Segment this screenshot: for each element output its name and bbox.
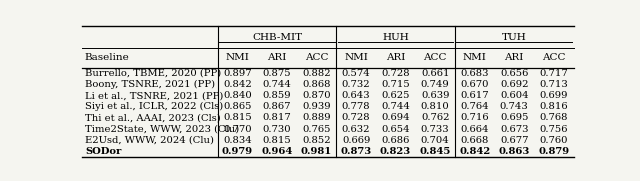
- Text: HUH: HUH: [382, 33, 409, 42]
- Text: ARI: ARI: [268, 53, 287, 62]
- Text: 0.823: 0.823: [380, 147, 412, 156]
- Text: 0.939: 0.939: [302, 102, 331, 111]
- Text: 0.981: 0.981: [301, 147, 332, 156]
- Text: 0.683: 0.683: [460, 69, 489, 78]
- Text: 0.704: 0.704: [420, 136, 449, 145]
- Text: 0.778: 0.778: [342, 102, 371, 111]
- Text: 0.897: 0.897: [223, 69, 252, 78]
- Text: 0.730: 0.730: [262, 125, 291, 134]
- Text: 0.733: 0.733: [421, 125, 449, 134]
- Text: 0.889: 0.889: [302, 113, 331, 122]
- Text: 0.863: 0.863: [499, 147, 530, 156]
- Text: 0.979: 0.979: [222, 147, 253, 156]
- Text: 0.692: 0.692: [500, 80, 529, 89]
- Text: ACC: ACC: [305, 53, 328, 62]
- Text: 0.817: 0.817: [262, 113, 291, 122]
- Text: 0.765: 0.765: [302, 125, 331, 134]
- Text: 0.760: 0.760: [540, 136, 568, 145]
- Text: 0.749: 0.749: [420, 80, 449, 89]
- Text: Boony, TSNRE, 2021 (PP): Boony, TSNRE, 2021 (PP): [85, 80, 215, 89]
- Text: 0.770: 0.770: [223, 125, 252, 134]
- Text: 0.815: 0.815: [262, 136, 291, 145]
- Text: 0.816: 0.816: [540, 102, 568, 111]
- Text: 0.744: 0.744: [381, 102, 410, 111]
- Text: NMI: NMI: [463, 53, 486, 62]
- Text: 0.865: 0.865: [223, 102, 252, 111]
- Text: 0.743: 0.743: [500, 102, 529, 111]
- Text: 0.677: 0.677: [500, 136, 529, 145]
- Text: 0.717: 0.717: [540, 69, 568, 78]
- Text: 0.732: 0.732: [342, 80, 371, 89]
- Text: Li et al., TSNRE, 2021 (PP): Li et al., TSNRE, 2021 (PP): [85, 91, 223, 100]
- Text: 0.842: 0.842: [223, 80, 252, 89]
- Text: Time2State, WWW, 2023 (Clu): Time2State, WWW, 2023 (Clu): [85, 125, 239, 134]
- Text: Siyi et al., ICLR, 2022 (Cls): Siyi et al., ICLR, 2022 (Cls): [85, 102, 223, 111]
- Text: 0.643: 0.643: [342, 91, 371, 100]
- Text: 0.668: 0.668: [461, 136, 489, 145]
- Text: E2Usd, WWW, 2024 (Clu): E2Usd, WWW, 2024 (Clu): [85, 136, 214, 145]
- Text: 0.699: 0.699: [540, 91, 568, 100]
- Text: 0.768: 0.768: [540, 113, 568, 122]
- Text: Baseline: Baseline: [85, 53, 130, 62]
- Text: TUH: TUH: [502, 33, 527, 42]
- Text: 0.840: 0.840: [223, 91, 252, 100]
- Text: 0.654: 0.654: [381, 125, 410, 134]
- Text: 0.842: 0.842: [459, 147, 490, 156]
- Text: ARI: ARI: [504, 53, 524, 62]
- Text: ACC: ACC: [424, 53, 447, 62]
- Text: 0.664: 0.664: [460, 125, 489, 134]
- Text: 0.604: 0.604: [500, 91, 529, 100]
- Text: 0.639: 0.639: [421, 91, 449, 100]
- Text: 0.670: 0.670: [460, 80, 489, 89]
- Text: 0.632: 0.632: [342, 125, 371, 134]
- Text: 0.673: 0.673: [500, 125, 529, 134]
- Text: 0.868: 0.868: [302, 80, 331, 89]
- Text: 0.762: 0.762: [421, 113, 449, 122]
- Text: 0.625: 0.625: [381, 91, 410, 100]
- Text: 0.728: 0.728: [381, 69, 410, 78]
- Text: ARI: ARI: [386, 53, 405, 62]
- Text: 0.617: 0.617: [460, 91, 489, 100]
- Text: 0.852: 0.852: [302, 136, 331, 145]
- Text: 0.873: 0.873: [340, 147, 372, 156]
- Text: 0.845: 0.845: [419, 147, 451, 156]
- Text: SODor: SODor: [85, 147, 122, 156]
- Text: ACC: ACC: [542, 53, 566, 62]
- Text: NMI: NMI: [225, 53, 250, 62]
- Text: 0.715: 0.715: [381, 80, 410, 89]
- Text: 0.695: 0.695: [500, 113, 529, 122]
- Text: 0.728: 0.728: [342, 113, 371, 122]
- Text: 0.744: 0.744: [262, 80, 291, 89]
- Text: 0.870: 0.870: [302, 91, 331, 100]
- Text: 0.716: 0.716: [460, 113, 489, 122]
- Text: CHB-MIT: CHB-MIT: [252, 33, 302, 42]
- Text: 0.810: 0.810: [420, 102, 449, 111]
- Text: Thi et al., AAAI, 2023 (Cls): Thi et al., AAAI, 2023 (Cls): [85, 113, 221, 122]
- Text: 0.713: 0.713: [540, 80, 568, 89]
- Text: 0.882: 0.882: [302, 69, 331, 78]
- Text: 0.834: 0.834: [223, 136, 252, 145]
- Text: 0.661: 0.661: [421, 69, 449, 78]
- Text: 0.756: 0.756: [540, 125, 568, 134]
- Text: NMI: NMI: [344, 53, 368, 62]
- Text: 0.656: 0.656: [500, 69, 529, 78]
- Text: 0.574: 0.574: [342, 69, 371, 78]
- Text: 0.686: 0.686: [381, 136, 410, 145]
- Text: Burrello, TBME, 2020 (PP): Burrello, TBME, 2020 (PP): [85, 69, 221, 78]
- Text: 0.694: 0.694: [381, 113, 410, 122]
- Text: 0.879: 0.879: [538, 147, 570, 156]
- Text: 0.867: 0.867: [263, 102, 291, 111]
- Text: 0.859: 0.859: [262, 91, 291, 100]
- Text: 0.815: 0.815: [223, 113, 252, 122]
- Text: 0.964: 0.964: [261, 147, 292, 156]
- Text: 0.875: 0.875: [262, 69, 291, 78]
- Text: 0.764: 0.764: [460, 102, 489, 111]
- Text: 0.669: 0.669: [342, 136, 371, 145]
